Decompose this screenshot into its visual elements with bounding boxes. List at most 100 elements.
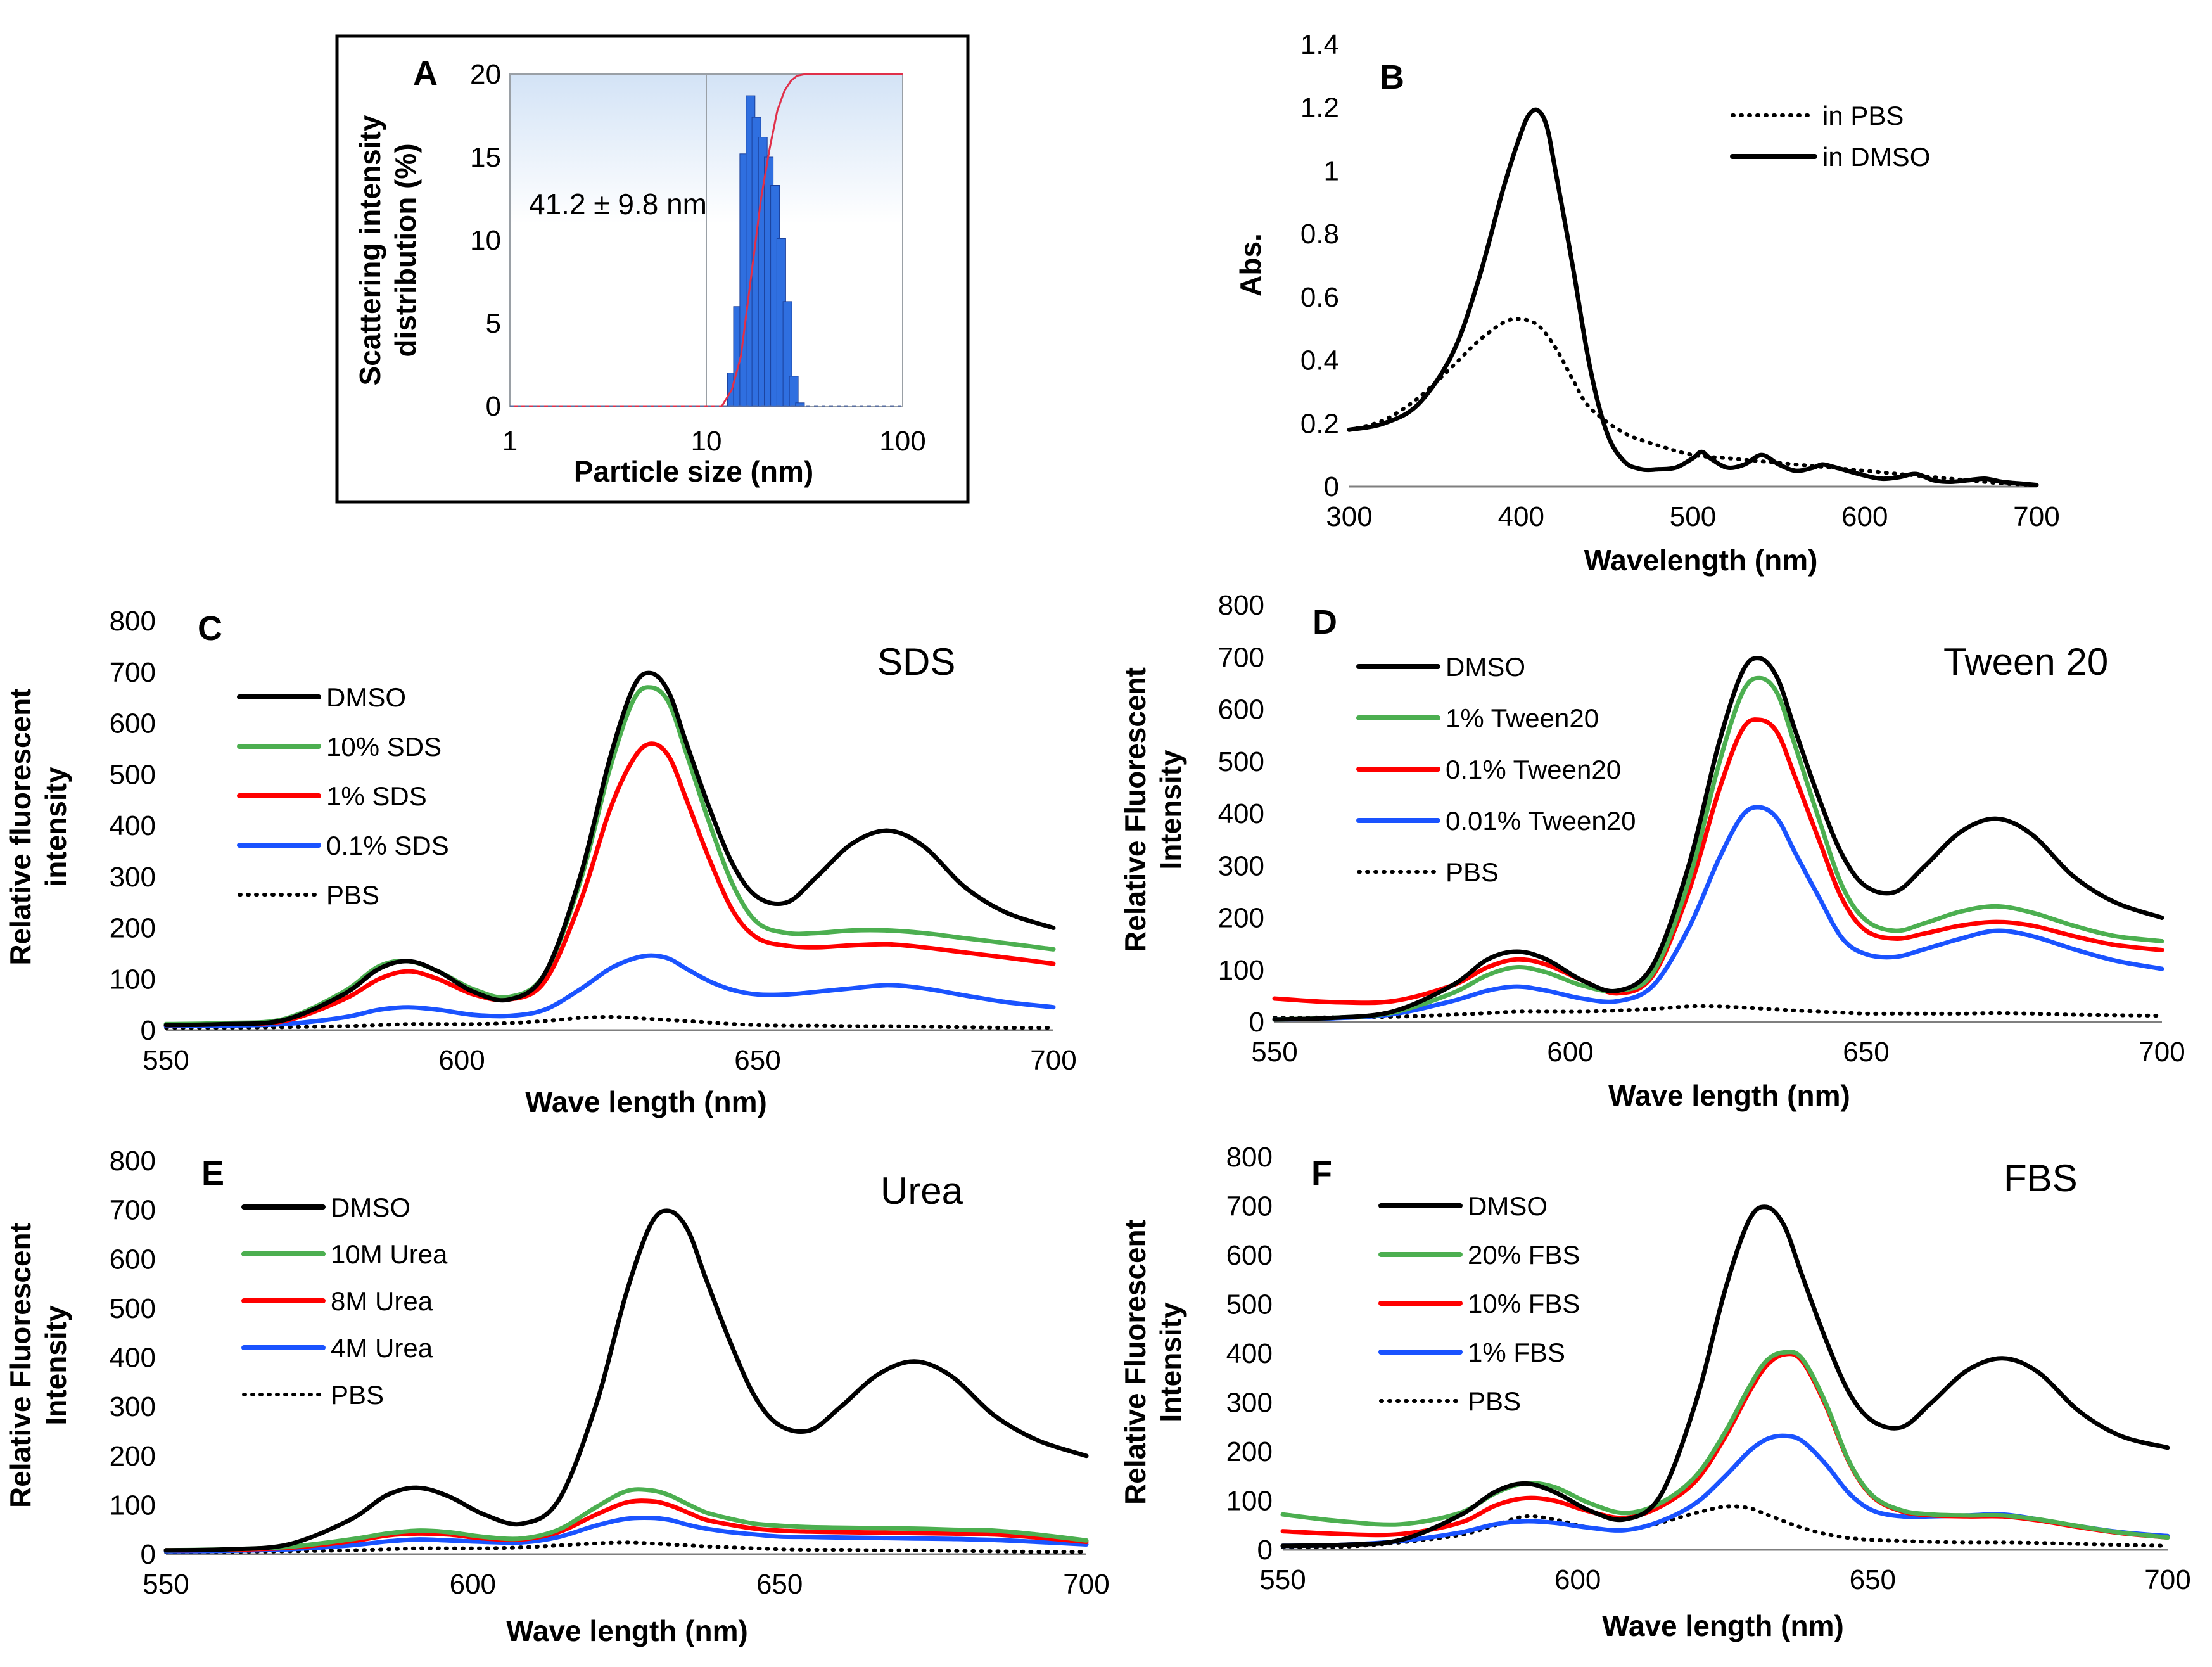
panel-c-ytick: 500	[110, 759, 156, 790]
panel-f-xlabel: Wave length (nm)	[1602, 1609, 1844, 1642]
panel-b-ytick: 0.6	[1300, 282, 1339, 313]
panel-e-xtick: 600	[450, 1569, 496, 1600]
panel-a-ytick: 10	[470, 225, 501, 256]
panel-f-ytick: 300	[1226, 1388, 1273, 1419]
panel-c-ylabel-line1: Relative fluorescent	[4, 688, 37, 965]
panel-b-ytick: 1.4	[1300, 29, 1339, 60]
panel-d-ytick: 200	[1218, 903, 1264, 934]
panel-a-letter: A	[413, 54, 438, 93]
panel-e-ylabel-line2: Intensity	[39, 1305, 72, 1426]
panel-d-legend-label: PBS	[1446, 857, 1499, 887]
panel-a-ytick: 20	[470, 59, 501, 90]
panel-a-ytick: 15	[470, 142, 501, 173]
panel-e-ytick: 300	[110, 1391, 156, 1422]
panel-d-legend-label: 0.1% Tween20	[1446, 755, 1621, 784]
panel-b-absorbance: B Abs. Wavelength (nm) 300 400 500 600 700 0 0…	[1234, 29, 2060, 577]
panel-f-ytick: 500	[1226, 1289, 1273, 1320]
panel-f-ytick: 700	[1226, 1191, 1273, 1222]
panel-b-letter: B	[1380, 58, 1404, 96]
panel-e-ytick: 400	[110, 1343, 156, 1374]
panel-b-ytick: 1.2	[1300, 93, 1339, 124]
panel-e-urea: E Urea Relative Fluorescent Intensity Wa…	[4, 1146, 1110, 1647]
panel-a-frame	[335, 34, 970, 504]
panel-d-ytick: 600	[1218, 694, 1264, 725]
panel-c-xtick: 600	[438, 1045, 485, 1076]
panel-c-series-pbs	[164, 1015, 1055, 1030]
panel-f-xtick: 700	[2144, 1564, 2190, 1595]
panel-b-series-in-pbs	[1347, 317, 2038, 487]
panel-f-ytick: 200	[1226, 1436, 1273, 1467]
panel-e-legend-label: 4M Urea	[331, 1333, 433, 1363]
panel-f-series-dmso	[1280, 1204, 2170, 1549]
panel-e-series-4m-urea	[163, 1515, 1089, 1554]
panel-b-legend-label: in DMSO	[1822, 142, 1930, 172]
panel-b-xlabel: Wavelength (nm)	[1584, 544, 1818, 577]
panel-d-ytick: 0	[1249, 1007, 1264, 1038]
panel-e-series-pbs	[164, 1540, 1088, 1554]
panel-a-xlabel: Particle size (nm)	[574, 455, 813, 488]
panel-b-legend-label: in PBS	[1822, 101, 1904, 131]
panel-d-xlabel: Wave length (nm)	[1608, 1079, 1850, 1112]
panel-c-ylabel-line2: intensity	[39, 767, 72, 887]
panel-f-legend-label: 10% FBS	[1468, 1289, 1580, 1319]
panel-c-xlabel: Wave length (nm)	[525, 1085, 767, 1118]
panel-d-series-0-01-tween20	[1272, 805, 2164, 1022]
panel-d-ytick: 400	[1218, 798, 1264, 829]
panel-a-xtick: 100	[879, 426, 925, 457]
panel-c-ytick: 0	[141, 1015, 156, 1046]
panel-a-xtick: 1	[502, 426, 518, 457]
panel-a-ylabel-line1: Scattering intensity	[353, 115, 386, 385]
panel-f-legend-label: PBS	[1468, 1386, 1521, 1416]
panel-f-ylabel-line1: Relative Fluorescent	[1119, 1220, 1152, 1505]
panel-b-series-in-dmso	[1347, 107, 2039, 487]
panel-b-xtick: 300	[1326, 501, 1372, 532]
panel-b-ytick: 0.4	[1300, 345, 1339, 376]
panel-f-ytick: 400	[1226, 1338, 1273, 1369]
panel-b-xtick: 700	[2013, 501, 2059, 532]
panel-d-letter: D	[1313, 603, 1337, 641]
panel-b-ylabel: Abs.	[1234, 233, 1267, 297]
panel-d-ytick: 500	[1218, 746, 1264, 777]
panel-f-xtick: 550	[1259, 1564, 1306, 1595]
panel-c-title: SDS	[877, 641, 955, 683]
panel-a-ytick: 0	[486, 391, 501, 422]
panel-d-series-dmso	[1272, 656, 2164, 1022]
panel-c-legend-label: DMSO	[326, 682, 406, 712]
panel-f-letter: F	[1311, 1154, 1332, 1192]
panel-c-series-10-sds	[163, 685, 1056, 1026]
panel-e-letter: E	[201, 1154, 224, 1192]
panel-d-title: Tween 20	[1943, 641, 2108, 683]
panel-d-ytick: 700	[1218, 642, 1264, 673]
panel-c-sds: C SDS Relative fluorescent intensity Wav…	[4, 606, 1077, 1118]
panel-c-ytick: 600	[110, 708, 156, 739]
panel-d-xtick: 550	[1251, 1037, 1297, 1068]
panel-b-ytick: 1	[1324, 155, 1339, 186]
panel-b-ytick: 0.8	[1300, 219, 1339, 250]
panel-c-xtick: 650	[734, 1045, 780, 1076]
panel-e-series-10m-urea	[163, 1487, 1089, 1553]
panel-d-xtick: 600	[1547, 1037, 1593, 1068]
panel-d-tween20: D Tween 20 Relative Fluorescent Intensit…	[1119, 590, 2185, 1112]
panel-c-ytick: 800	[110, 606, 156, 637]
panel-f-ylabel-line2: Intensity	[1154, 1302, 1187, 1422]
panel-a-cumulative-curve	[510, 73, 903, 407]
panel-d-series-1-tween20	[1272, 675, 2164, 1022]
panel-e-ytick: 100	[110, 1490, 156, 1521]
panel-e-series-dmso	[163, 1208, 1089, 1553]
panel-d-xtick: 650	[1843, 1037, 1889, 1068]
panel-f-legend-label: 20% FBS	[1468, 1240, 1580, 1270]
panel-d-ylabel-line2: Intensity	[1154, 750, 1187, 870]
panel-b-xtick: 500	[1670, 501, 1716, 532]
panel-e-legend-label: 10M Urea	[331, 1239, 448, 1269]
panel-d-ytick: 100	[1218, 955, 1264, 986]
panel-d-series-pbs	[1273, 1004, 2164, 1020]
panel-e-legend-label: PBS	[331, 1380, 384, 1410]
panel-e-ylabel-line1: Relative Fluorescent	[4, 1223, 37, 1508]
panel-e-xtick: 700	[1063, 1569, 1109, 1600]
panel-c-series-1-sds	[163, 741, 1056, 1028]
panel-e-ytick: 200	[110, 1441, 156, 1472]
panel-a-ylabel-line2: distribution (%)	[389, 143, 422, 357]
panel-e-ytick: 500	[110, 1293, 156, 1324]
